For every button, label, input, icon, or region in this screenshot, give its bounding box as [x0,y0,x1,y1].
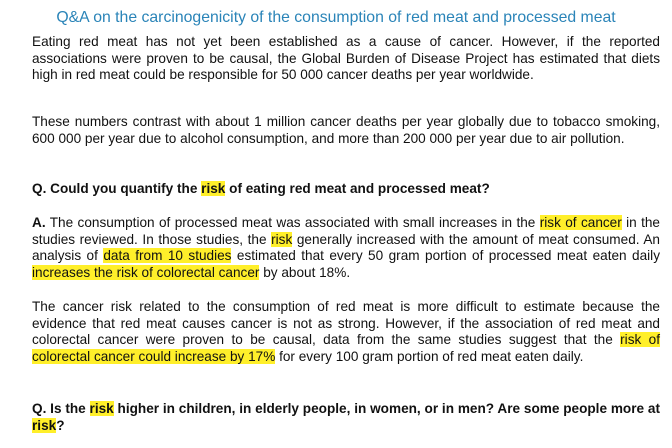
highlight-data-studies: data from 10 studies [103,248,232,263]
highlight-risk-1: risk [89,401,114,416]
question-text-start: Q. Could you quantify the [32,181,202,196]
answer-text-4: estimated that every 50 gram portion of … [231,248,660,263]
answer-processed-meat: A. The consumption of processed meat was… [32,215,660,281]
highlight-risk-of-cancer: risk of cancer [539,215,622,230]
answer-text-2: in the studies reviewed. In those studie… [32,215,660,247]
paragraph-text-2: for every 100 gram portion of red meat e… [275,348,584,364]
comparison-paragraph: These numbers contrast with about 1 mill… [32,114,660,146]
answer-text-5: by about 18%. [259,264,351,280]
highlight-risk-2: risk [32,417,57,433]
red-meat-risk-paragraph: The cancer risk related to the consumpti… [32,299,660,365]
answer-label: A. [32,215,46,230]
question-text-start: Q. Is the [32,401,90,416]
highlight-risk-word: risk [271,231,293,247]
intro-paragraph: Eating red meat has not yet been establi… [32,34,660,82]
question-text-middle: higher in children, in elderly people, i… [113,401,660,416]
highlight-colorectal-risk: increases the risk of colorectal cancer [32,264,260,280]
question-text-end: ? [56,417,65,433]
answer-text-3: generally increased with the amount of m… [32,231,660,264]
paragraph-text-1: The cancer risk related to the consumpti… [32,299,660,347]
answer-text-1: The consumption of processed meat was as… [45,215,540,230]
document-title: Q&A on the carcinogenicity of the consum… [56,9,616,26]
question-quantify-risk: Q. Could you quantify the risk of eating… [32,181,660,198]
question-risk-groups: Q. Is the risk higher in children, in el… [32,401,660,434]
highlight-risk: risk [201,181,226,196]
question-text-end: of eating red meat and processed meat? [225,181,490,196]
